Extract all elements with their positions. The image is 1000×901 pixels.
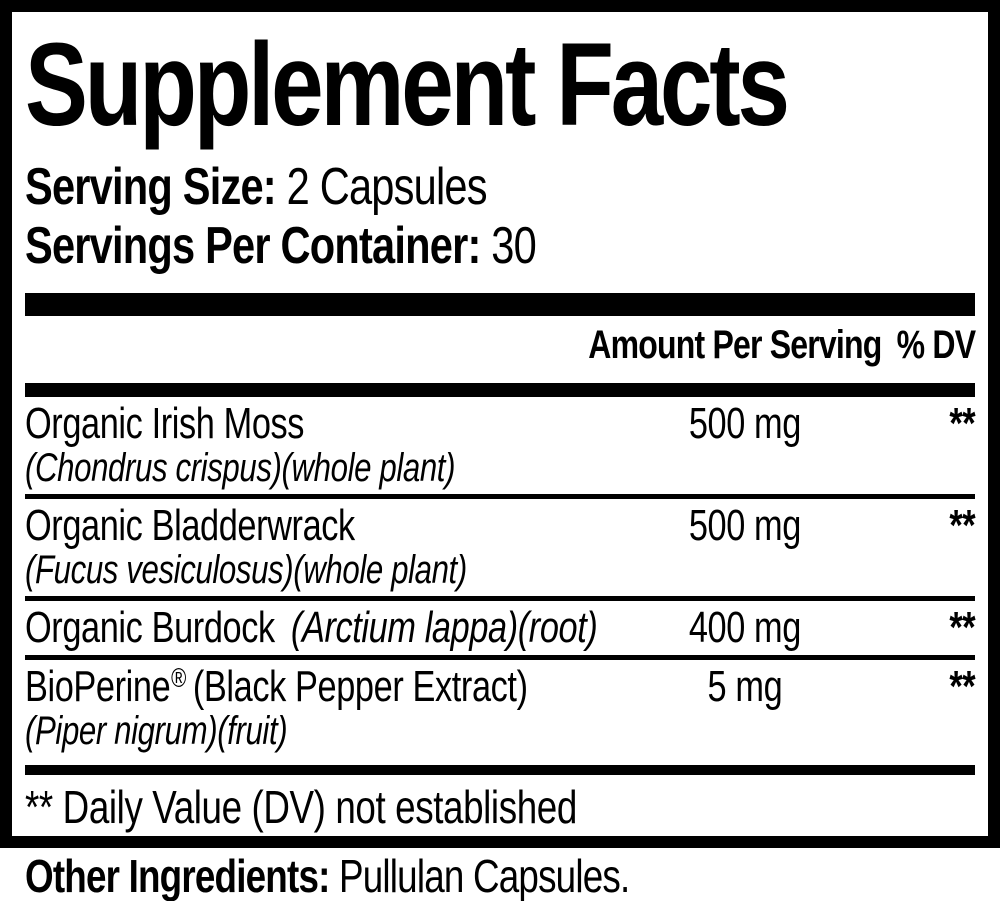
ingredient-row-bioperine: BioPerine® (Black Pepper Extract) 5 mg **…: [25, 660, 975, 757]
registered-trademark-icon: ®: [171, 663, 186, 694]
column-header-row: Amount Per Serving % DV: [25, 316, 975, 383]
serving-size-line: Serving Size: 2 Capsules: [25, 158, 975, 217]
ingredient-name: Organic Irish Moss: [25, 399, 305, 448]
ingredient-amount: 500 mg: [688, 500, 802, 550]
ingredient-row-irish-moss: Organic Irish Moss 500 mg ** (Chondrus c…: [25, 397, 975, 499]
ingredient-dv: **: [949, 602, 975, 652]
percent-dv-header: % DV: [896, 323, 975, 367]
ingredient-dv: **: [949, 399, 975, 448]
servings-per-container-value: 30: [491, 217, 536, 275]
amount-per-serving-header: Amount Per Serving: [588, 323, 882, 367]
ingredient-name: BioPerine® (Black Pepper Extract): [25, 662, 528, 712]
other-ingredients-label: Other Ingredients:: [25, 850, 330, 901]
separator-bar-header: [25, 383, 975, 397]
separator-bar-footnote: [25, 765, 975, 775]
servings-per-container-label: Servings Per Container:: [25, 217, 481, 275]
ingredient-amount: 5 mg: [707, 662, 783, 712]
serving-size-value: 2 Capsules: [286, 158, 488, 216]
daily-value-footnote: ** Daily Value (DV) not established: [25, 781, 577, 833]
ingredient-latin-name-inline: (Arctium lappa)(root): [290, 602, 598, 652]
ingredient-name: Organic Bladderwrack: [25, 500, 355, 550]
ingredient-amount: 400 mg: [688, 602, 802, 652]
ingredient-dv: **: [949, 662, 975, 712]
serving-size-label: Serving Size:: [25, 158, 277, 216]
ingredient-row-bladderwrack: Organic Bladderwrack 500 mg ** (Fucus ve…: [25, 499, 975, 601]
ingredient-latin-name: (Fucus vesiculosus)(whole plant): [25, 547, 467, 592]
other-ingredients-line: Other Ingredients: Pullulan Capsules.: [25, 853, 781, 899]
ingredient-row-burdock: Organic Burdock (Arctium lappa)(root) 40…: [25, 601, 975, 661]
other-ingredients-value: Pullulan Capsules.: [339, 850, 630, 901]
ingredient-amount: 500 mg: [688, 399, 802, 448]
supplement-facts-panel: Supplement Facts Serving Size: 2 Capsule…: [0, 0, 1000, 848]
ingredient-latin-name: (Piper nigrum)(fruit): [25, 709, 288, 753]
separator-bar-top: [25, 293, 975, 316]
servings-per-container-line: Servings Per Container: 30: [25, 217, 975, 276]
panel-title-text: Supplement Facts: [25, 19, 790, 151]
panel-title: Supplement Facts: [25, 26, 975, 148]
ingredient-name-suffix: (Black Pepper Extract): [192, 662, 528, 712]
ingredient-latin-name: (Chondrus crispus)(whole plant): [25, 445, 456, 490]
ingredient-dv: **: [949, 500, 975, 550]
ingredient-name: Organic Burdock (Arctium lappa)(root): [25, 602, 598, 652]
